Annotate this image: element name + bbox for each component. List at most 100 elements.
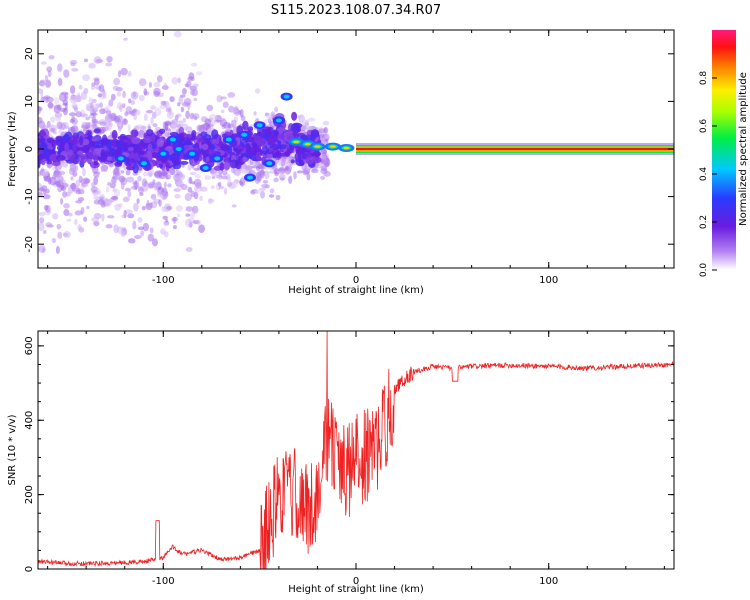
spectrogram-noise-cell	[191, 87, 196, 97]
spectrogram-noise-cell	[221, 117, 225, 122]
spectrogram-noise-cell	[239, 108, 244, 118]
spectrogram-blob-core	[175, 147, 182, 151]
spectrogram-noise-cell	[147, 233, 154, 242]
spectrogram-cell	[51, 161, 61, 167]
spectrogram-noise-cell	[196, 219, 201, 225]
spectrogram-noise-cell	[284, 165, 289, 171]
spectrogram-noise-cell	[253, 111, 257, 116]
spectrogram-noise-cell	[47, 70, 52, 78]
spectrogram-cell	[156, 138, 164, 148]
spectrogram-noise-cell	[167, 173, 172, 179]
spectrogram-noise-cell	[93, 220, 100, 227]
spectrogram-noise-cell	[112, 171, 121, 181]
spectrogram-noise-cell	[96, 174, 100, 178]
spectrogram-blob-core	[160, 151, 167, 156]
spectrogram-noise-cell	[199, 195, 203, 201]
spectrogram-noise-cell	[308, 125, 312, 130]
spectrogram-noise-cell	[148, 81, 152, 88]
spectrogram-cell	[266, 149, 273, 155]
spectrogram-noise-cell	[127, 213, 135, 219]
spectrogram-noise-cell	[220, 109, 225, 114]
spectrogram-cell	[40, 154, 48, 159]
spectrogram-noise-cell	[57, 231, 63, 239]
spectrogram-noise-cell	[63, 203, 70, 209]
spectrogram-noise-cell	[297, 115, 302, 119]
spectrogram-cell	[146, 129, 154, 136]
spectrogram-noise-cell	[138, 94, 145, 102]
spectrogram-blob-core	[266, 161, 273, 166]
spectrogram-noise-cell	[143, 113, 148, 121]
spectrogram-noise-cell	[254, 189, 261, 194]
spectrogram-noise-cell	[74, 210, 83, 216]
spectrogram-heatmap	[38, 30, 674, 255]
spectrogram-noise-cell	[110, 93, 116, 101]
spectrogram-cell	[202, 143, 209, 151]
spectrogram-noise-cell	[60, 186, 67, 191]
spectrogram-noise-cell	[74, 218, 78, 226]
spectrogram-cell	[118, 140, 123, 149]
spectrogram-cell	[55, 154, 66, 161]
y-tick-label: -20	[24, 236, 35, 252]
spectrogram-noise-cell	[97, 93, 103, 98]
spectrogram-noise-cell	[82, 168, 86, 177]
x-tick-label: 100	[539, 576, 558, 587]
spectrogram-noise-cell	[149, 202, 153, 208]
spectrogram-noise-cell	[175, 205, 183, 212]
spectrogram-noise-cell	[296, 170, 304, 174]
spectrogram-cell	[178, 139, 188, 146]
spectrogram-blob-peak	[293, 140, 300, 144]
spectrogram-noise-cell	[231, 168, 236, 174]
spectrogram-blob-core	[189, 151, 196, 156]
colorbar-tick-label: 0.2	[699, 215, 709, 229]
spectrogram-noise-cell	[48, 55, 55, 60]
spectrogram-noise-cell	[280, 177, 285, 181]
spectrogram-noise-cell	[54, 97, 59, 105]
spectrogram-noise-cell	[49, 176, 57, 186]
spectrogram-noise-cell	[178, 170, 182, 177]
spectrogram-blob-peak	[314, 145, 321, 148]
spectrogram-noise-cell	[63, 69, 70, 78]
spectrogram-cell	[278, 144, 287, 150]
spectrogram-noise-cell	[120, 231, 126, 237]
spectrogram-noise-cell	[320, 165, 328, 171]
spectrogram-noise-cell	[288, 175, 293, 184]
spectrogram-noise-cell	[194, 174, 201, 179]
spectrogram-noise-cell	[216, 95, 223, 103]
spectrogram-noise-cell	[180, 183, 188, 191]
spectrogram-noise-cell	[276, 170, 283, 174]
spectrogram-cell	[100, 138, 109, 147]
spectrogram-noise-cell	[217, 182, 222, 187]
spectrogram-cell	[49, 153, 59, 162]
spectrogram-noise-cell	[146, 200, 150, 208]
spectrogram-noise-cell	[130, 112, 135, 116]
spectrogram-noise-cell	[105, 224, 113, 229]
spectrogram-cell	[166, 142, 172, 147]
spectrogram-noise-cell	[268, 194, 275, 198]
snr-xlabel: Height of straight line (km)	[288, 584, 424, 595]
spectrogram-noise-cell	[40, 61, 47, 65]
spectrogram-noise-cell	[136, 109, 141, 116]
spectrogram-noise-cell	[84, 58, 88, 63]
spectrogram-noise-cell	[142, 222, 149, 232]
spectrogram-cell	[125, 150, 135, 160]
spectrogram-noise-cell	[78, 84, 83, 90]
spectrogram-noise-cell	[81, 182, 88, 188]
spectrogram-noise-cell	[264, 184, 270, 189]
spectrogram-noise-cell	[183, 98, 192, 106]
spectrogram-cell	[229, 159, 239, 169]
spectrogram-noise-cell	[231, 109, 239, 113]
spectrogram-noise-cell	[43, 168, 49, 177]
spectrogram-cell	[219, 162, 225, 171]
spectrogram-cell	[257, 131, 262, 136]
spectrogram-noise-cell	[204, 175, 212, 181]
spectrogram-noise-cell	[47, 102, 54, 109]
spectrogram-cell	[267, 134, 277, 145]
spectrogram-noise-cell	[149, 169, 154, 176]
spectrogram-noise-cell	[83, 216, 88, 222]
spectrogram-noise-cell	[105, 118, 113, 124]
spectrogram-noise-cell	[161, 206, 168, 212]
spectrogram-noise-cell	[275, 194, 281, 201]
spectrogram-noise-cell	[105, 199, 112, 207]
spectrogram-noise-cell	[96, 103, 100, 109]
spectrogram-noise-cell	[172, 216, 179, 222]
